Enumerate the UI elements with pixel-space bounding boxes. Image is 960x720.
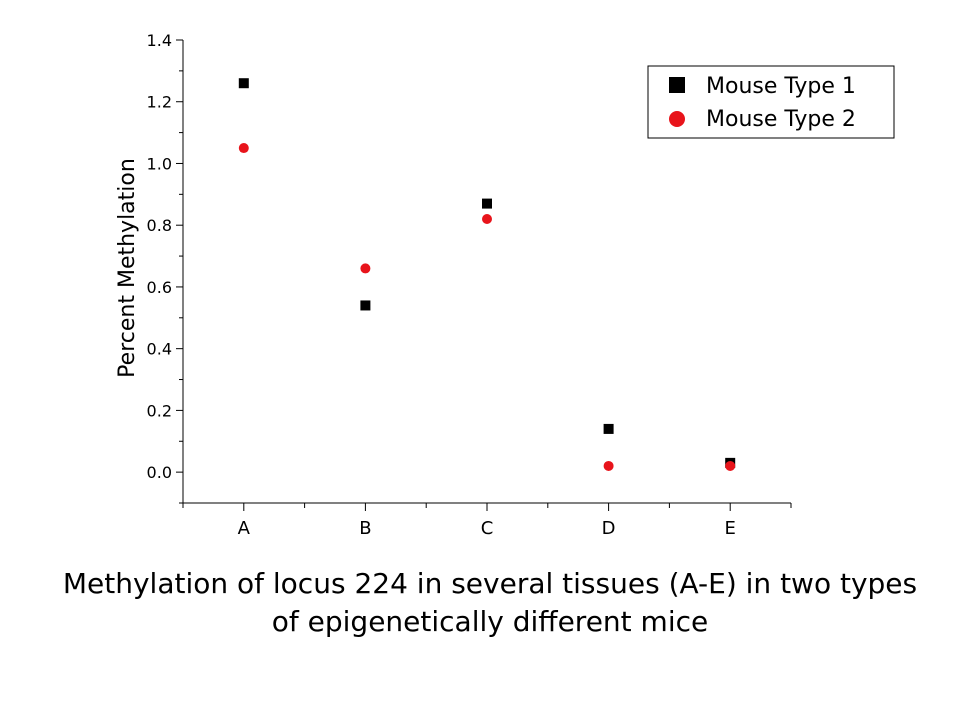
y-tick-label-1: 0.2 <box>147 401 172 420</box>
y-tick-label-7: 1.4 <box>147 31 172 50</box>
y-axis-title: Percent Methylation <box>115 158 140 378</box>
legend-label-1: Mouse Type 1 <box>706 74 856 99</box>
y-tick-label-3: 0.6 <box>147 278 172 297</box>
point-series1-B <box>360 300 371 311</box>
point-series2-E <box>725 460 736 471</box>
x-tick-label-1: B <box>359 518 371 539</box>
x-tick-label-3: D <box>602 518 616 539</box>
point-series2-C <box>482 214 492 225</box>
ticks: 0.0 0.2 0.4 0.6 0.8 1.0 1.2 1.4 A B C D E <box>147 31 792 539</box>
point-series2-B <box>360 263 371 274</box>
y-tick-label-5: 1.0 <box>147 154 172 173</box>
legend-label-2: Mouse Type 2 <box>706 107 856 132</box>
x-tick-label-2: C <box>481 518 494 539</box>
y-tick-label-6: 1.2 <box>147 93 172 112</box>
point-series1-A <box>238 78 249 89</box>
legend-marker-circle <box>669 111 685 127</box>
point-series2-A <box>238 143 249 154</box>
point-series1-C <box>482 198 492 209</box>
legend-marker-square <box>669 77 685 93</box>
scatter-chart: 0.0 0.2 0.4 0.6 0.8 1.0 1.2 1.4 A B C D E Percent Me… <box>115 31 895 539</box>
y-tick-label-2: 0.4 <box>147 340 172 359</box>
x-tick-label-0: A <box>238 518 251 539</box>
legend-box <box>647 65 895 139</box>
legend: Mouse Type 1 Mouse Type 2 <box>647 65 895 139</box>
point-series1-D <box>603 423 614 434</box>
x-tick-label-4: E <box>725 518 736 539</box>
data-marks <box>238 78 736 471</box>
point-series2-D <box>603 460 614 471</box>
figure-caption: Methylation of locus 224 in several tiss… <box>62 567 918 638</box>
y-tick-label-0: 0.0 <box>147 463 172 482</box>
y-tick-label-4: 0.8 <box>147 216 172 235</box>
